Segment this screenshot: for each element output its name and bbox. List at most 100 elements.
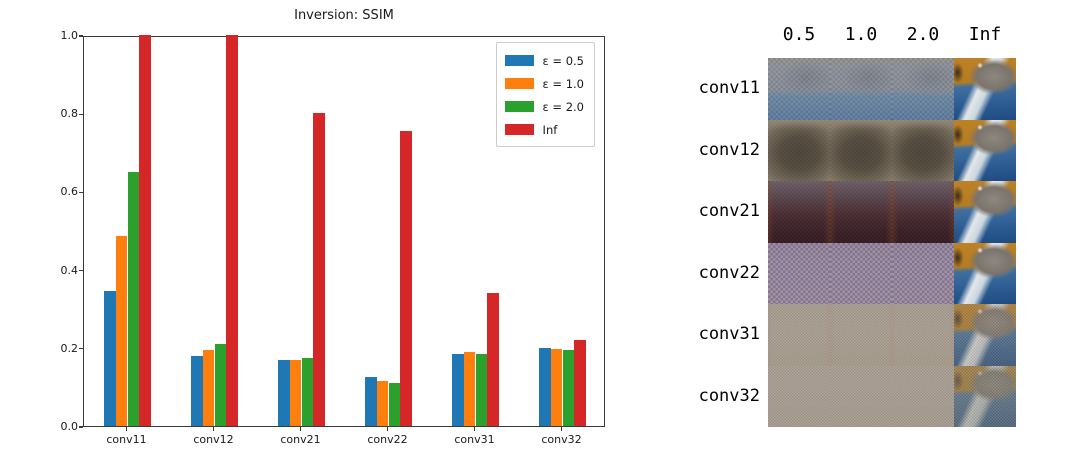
- image-row-conv21: [768, 181, 1016, 243]
- y-tick-0.8: [79, 113, 83, 115]
- bar-conv12-series2: [214, 343, 227, 426]
- bar-conv32-series1: [550, 348, 563, 426]
- bar-conv11-series3: [139, 35, 151, 426]
- grid-row-label-conv31: conv31: [698, 324, 760, 344]
- legend-entry-0: ε = 0.5: [504, 49, 584, 72]
- image-cell-conv31-1.0: [830, 304, 892, 366]
- y-tick-0.0: [79, 426, 83, 428]
- x-tick-label-conv12: conv12: [193, 433, 234, 446]
- bar-conv22-series1: [376, 381, 389, 426]
- image-cell-conv22-0.5: [768, 242, 830, 304]
- y-tick-label-0.2: 0.2: [60, 341, 79, 355]
- image-row-conv22: [768, 242, 1016, 304]
- grid-row-label-conv12: conv12: [698, 139, 760, 160]
- x-tick-conv12: [212, 427, 215, 431]
- plot-area: ε = 0.5 ε = 1.0 ε = 2.0 Inf: [83, 35, 605, 427]
- x-tick-label-conv32: conv32: [541, 433, 582, 446]
- image-cell-conv31-2.0: [892, 304, 954, 366]
- bar-conv21-series0: [278, 359, 290, 426]
- image-cell-conv22-2.0: [892, 242, 954, 304]
- image-cell-conv32-Inf: [954, 365, 1016, 427]
- x-tick-label-conv31: conv31: [454, 433, 495, 446]
- bar-conv32-series3: [574, 339, 586, 426]
- bar-conv32-series0: [539, 347, 551, 426]
- legend-entry-2: ε = 2.0: [504, 95, 584, 118]
- image-cell-conv22-Inf: [954, 242, 1016, 304]
- grid-row-label-conv32: conv32: [698, 385, 760, 406]
- legend-entry-1: ε = 1.0: [504, 72, 584, 95]
- image-cell-conv11-1.0: [830, 58, 892, 120]
- x-tick-conv21: [299, 427, 302, 431]
- x-tick-conv31: [473, 427, 476, 431]
- y-tick-0.6: [79, 191, 83, 193]
- image-cell-conv12-1.0: [830, 119, 892, 181]
- image-cell-conv32-0.5: [768, 365, 830, 427]
- bar-conv12-series0: [191, 355, 203, 426]
- y-tick-label-0.4: 0.4: [60, 263, 79, 277]
- image-row-conv31: [768, 304, 1016, 366]
- bar-conv21-series2: [301, 357, 314, 426]
- legend-label-1: ε = 1.0: [542, 76, 584, 91]
- y-tick-label-0.6: 0.6: [60, 185, 79, 199]
- bar-conv22-series2: [388, 383, 401, 426]
- y-tick-label-0.0: 0.0: [60, 420, 79, 433]
- legend-swatch-3: [504, 124, 534, 135]
- bar-conv31-series0: [452, 353, 464, 426]
- image-cell-conv12-Inf: [954, 119, 1016, 181]
- legend-entry-3: Inf: [504, 118, 584, 141]
- bar-conv11-series1: [115, 236, 128, 426]
- y-tick-label-1.0: 1.0: [60, 29, 79, 42]
- image-row-conv12: [768, 119, 1016, 181]
- image-cell-conv21-1.0: [830, 181, 892, 243]
- grid-col-header-0.5: 0.5: [782, 24, 816, 45]
- x-tick-conv32: [560, 427, 563, 431]
- image-cell-conv12-2.0: [892, 119, 954, 181]
- bar-conv31-series2: [475, 353, 488, 426]
- grid-col-header-1.0: 1.0: [844, 24, 878, 45]
- image-cell-conv12-0.5: [768, 119, 830, 181]
- grid-col-header-2.0: 2.0: [906, 24, 940, 45]
- legend-label-3: Inf: [542, 122, 558, 137]
- image-cell-conv32-1.0: [830, 365, 892, 427]
- y-tick-0.2: [79, 348, 83, 350]
- image-cell-conv31-0.5: [768, 304, 830, 366]
- legend-swatch-1: [504, 78, 534, 89]
- image-cell-conv11-0.5: [768, 58, 830, 120]
- grid-col-header-Inf: Inf: [968, 24, 1002, 45]
- grid-row-label-conv11: conv11: [698, 78, 760, 98]
- x-tick-label-conv21: conv21: [280, 433, 321, 446]
- image-cell-conv21-2.0: [892, 181, 954, 243]
- bar-conv31-series3: [487, 293, 499, 426]
- x-tick-label-conv22: conv22: [367, 433, 408, 446]
- legend-label-2: ε = 2.0: [542, 99, 584, 114]
- bar-conv11-series2: [127, 171, 140, 426]
- bar-conv22-series0: [365, 377, 377, 426]
- chart-title: Inversion: SSIM: [294, 8, 394, 23]
- image-cell-conv11-Inf: [954, 58, 1016, 120]
- image-cell-conv11-2.0: [892, 58, 954, 120]
- x-tick-conv22: [386, 427, 389, 431]
- bar-conv12-series3: [226, 35, 238, 426]
- grid-row-label-conv22: conv22: [698, 262, 760, 283]
- y-tick-1.0: [79, 35, 83, 37]
- x-tick-conv11: [125, 427, 128, 431]
- legend-swatch-0: [504, 55, 534, 66]
- y-tick-0.4: [79, 270, 83, 272]
- bar-conv11-series0: [104, 291, 116, 426]
- image-row-conv11: [768, 58, 1016, 120]
- bar-conv32-series2: [562, 349, 575, 426]
- image-cell-conv21-0.5: [768, 181, 830, 243]
- legend-label-0: ε = 0.5: [542, 53, 584, 68]
- image-row-conv32: [768, 365, 1016, 427]
- y-tick-label-0.8: 0.8: [60, 107, 79, 121]
- grid-row-label-conv21: conv21: [698, 201, 760, 221]
- bar-conv22-series3: [400, 130, 412, 426]
- legend-swatch-2: [504, 101, 534, 112]
- bar-conv12-series1: [202, 349, 215, 426]
- bar-conv21-series1: [289, 359, 302, 426]
- legend: ε = 0.5 ε = 1.0 ε = 2.0 Inf: [495, 42, 595, 147]
- bar-conv31-series1: [463, 351, 476, 426]
- image-cell-conv32-2.0: [892, 365, 954, 427]
- x-tick-label-conv11: conv11: [106, 433, 147, 446]
